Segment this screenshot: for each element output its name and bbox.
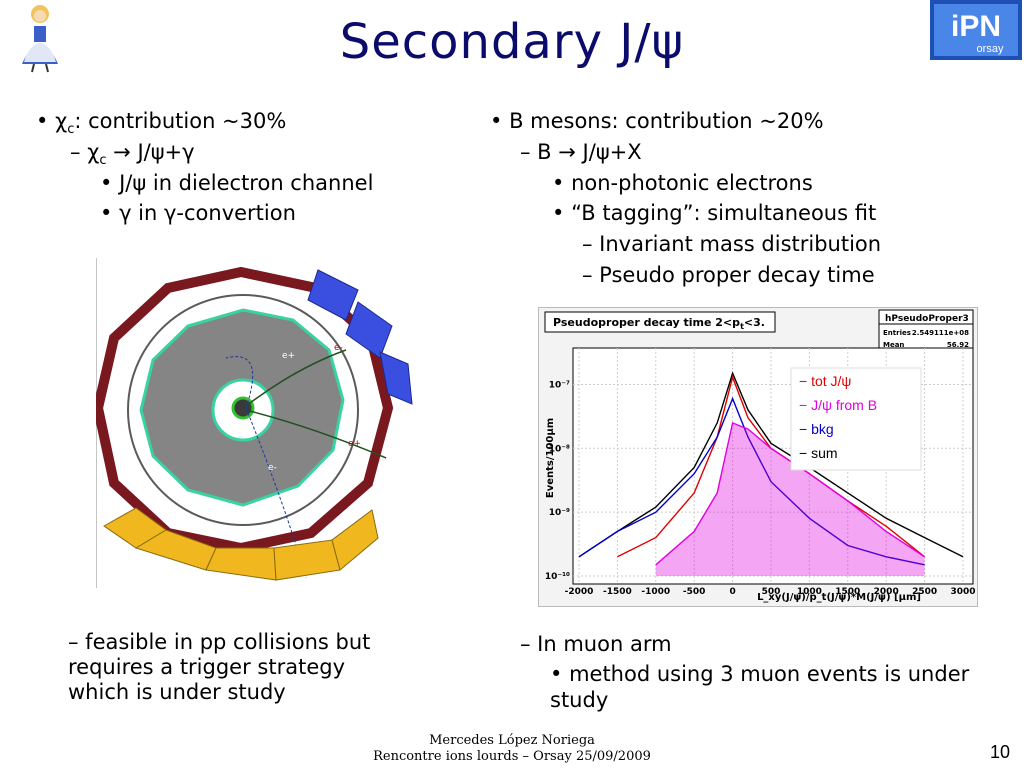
x-tick-label: 3000 [950,587,975,597]
chi-subscript: c [99,153,107,169]
chi-symbol: χ [87,140,100,164]
left-note-line-1: – feasible in pp collisions but [68,630,371,654]
x-tick-label: 1000 [797,587,822,597]
y-axis-label: Events/100μm [545,418,556,498]
legend-entry: − bkg [799,421,834,437]
series-area-J/ψ from B [655,422,925,576]
chi-subscript: c [67,122,75,138]
right-bullet-3: • non-photonic electrons [552,171,813,195]
right-bullet-2-text: J/ψ+X [582,140,642,164]
arrow-icon: → [106,140,138,164]
svg-text:iPN: iPN [951,10,1001,43]
x-tick-label: 2500 [912,587,937,597]
plot-ticks: -2000 -1500 -1000 -500 0 500 1000 1500 2000 2500 3… [545,380,976,597]
x-tick-label: -1500 [603,587,632,597]
e-plus-label: e+ [282,351,295,361]
ipn-orsay-logo: iPN orsay [930,0,1022,60]
legend-entry: − tot J/ψ [799,373,851,389]
legend-entry: − sum [799,445,838,461]
x-tick-label: -2000 [565,587,594,597]
y-tick-label: 10⁻¹⁰ [545,572,570,582]
left-bullet-1: • χc: contribution ~30% [36,109,287,138]
y-tick-label: 10⁻⁸ [549,444,570,454]
x-tick-label: 1500 [835,587,860,597]
footer-author: Mercedes López Noriega [429,733,595,748]
footer: Mercedes López Noriega Rencontre ions lo… [312,733,712,765]
page-number: 10 [990,742,1011,762]
stats-title: hPseudoProper3 [885,314,969,324]
left-bullet-2: – χc → J/ψ+γ [70,140,195,169]
plot-title: Pseudoproper decay time 2<pt<3. [553,316,765,331]
x-tick-label: -1000 [641,587,670,597]
legend-entry: − J/ψ from B [799,397,877,413]
left-bullet-4-text: γ in γ-convertion [119,201,296,225]
right-bullet-2: – B → J/ψ+X [520,137,642,167]
left-note-line-3: which is under study [68,680,286,704]
e-minus-label: e- [268,463,277,473]
series-line-bkg [578,396,925,566]
alice-logo [22,5,58,73]
chi-symbol: χ [55,109,68,133]
left-bullet-3: • J/ψ in dielectron channel [100,171,374,195]
right-bullet-1-text: B mesons: contribution ~20% [509,109,824,133]
stats-label: Entries [883,329,911,337]
right-note-line-1: – In muon arm [520,632,672,656]
plot-svg: Pseudoproper decay time 2<pt<3. hPseudoP… [544,309,976,603]
x-tick-label: 0 [729,587,735,597]
series-line-tot J/ψ [617,374,926,558]
right-bullet-2-pre: – B [520,140,552,164]
stats-value: 56.92 [947,341,969,349]
right-bullet-4-text: “B tagging”: simultaneous fit [571,201,877,225]
right-bullet-1: • B mesons: contribution ~20% [490,109,824,133]
right-bullet-5: – Invariant mass distribution [582,232,882,256]
right-note-line-2: • method using 3 muon events is under [550,662,970,686]
left-bullet-4: • γ in γ-convertion [100,201,296,225]
footer-event: Rencontre ions lourds – Orsay 25/09/2009 [373,749,651,764]
x-tick-label: 500 [762,587,781,597]
e-plus-label: e+ [348,439,361,449]
detector-diagram: e+ e- e+ e- [96,258,413,588]
right-bullet-6: – Pseudo proper decay time [582,263,875,287]
slide-title: Secondary J/ψ [339,14,685,70]
series-line-J/ψ from B [655,421,925,566]
y-tick-label: 10⁻⁹ [549,508,570,518]
right-note-line-3: study [550,688,609,712]
right-note-line-2-text: method using 3 muon events is under [569,662,970,686]
left-note-line-2: requires a trigger strategy [68,655,345,679]
decay-time-plot: Pseudoproper decay time 2<pt<3. hPseudoP… [538,307,978,607]
left-bullet-2-text: J/ψ+γ [137,140,195,164]
plot-legend: − tot J/ψ − J/ψ from B − bkg − sum [799,373,877,461]
plot-series [578,371,964,576]
right-bullet-4: • “B tagging”: simultaneous fit [552,201,877,225]
left-bullet-3-text: J/ψ in dielectron channel [119,171,374,195]
x-tick-label: -500 [683,587,706,597]
right-bullet-3-text: non-photonic electrons [571,171,813,195]
x-axis-label: L_xy(J/ψ)/p_t(J/ψ)*M(J/ψ) [μm] [757,592,921,603]
svg-text:orsay: orsay [977,43,1004,55]
stats-label: Mean [883,341,904,349]
x-tick-label: 2000 [874,587,899,597]
left-bullet-1-text: : contribution ~30% [74,109,287,133]
series-line-sum [578,371,964,558]
e-minus-label: e- [334,343,343,353]
y-tick-label: 10⁻⁷ [549,380,570,390]
arrow-icon: → [551,140,583,164]
stats-value: 2.549111e+08 [912,329,969,337]
